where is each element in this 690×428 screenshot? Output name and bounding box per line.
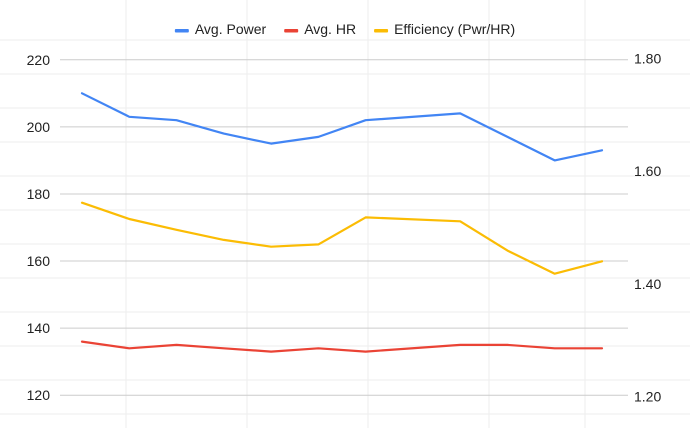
legend-label-avg-power: Avg. Power [195, 21, 267, 37]
right-axis: 1.20 1.40 1.60 1.80 [634, 50, 661, 404]
right-tick-label: 1.40 [634, 276, 661, 292]
left-tick-label: 120 [27, 387, 51, 403]
right-tick-label: 1.80 [634, 50, 661, 66]
legend-swatch-avg-power [174, 29, 189, 33]
legend-label-efficiency-pwr-hr: Efficiency (Pwr/HR) [394, 21, 515, 37]
legend: Avg. Power Avg. HR Efficiency (Pwr/HR) [174, 21, 515, 37]
left-tick-label: 140 [27, 320, 51, 336]
right-tick-label: 1.60 [634, 163, 661, 179]
series-line-avg-hr [80, 340, 604, 353]
left-tick-label: 180 [27, 186, 51, 202]
left-tick-label: 200 [27, 119, 51, 135]
legend-swatch-avg-hr [284, 29, 299, 33]
left-axis: 120 140 160 180 200 220 [27, 52, 51, 403]
series-line-avg-power [80, 92, 604, 162]
right-tick-label: 1.20 [634, 389, 661, 405]
legend-swatch-efficiency-pwr-hr [374, 29, 389, 33]
left-tick-label: 220 [27, 52, 51, 68]
series-lines [80, 92, 604, 353]
left-tick-label: 160 [27, 253, 51, 269]
legend-label-avg-hr: Avg. HR [304, 21, 356, 37]
series-line-efficiency-pwr-hr [80, 201, 604, 275]
